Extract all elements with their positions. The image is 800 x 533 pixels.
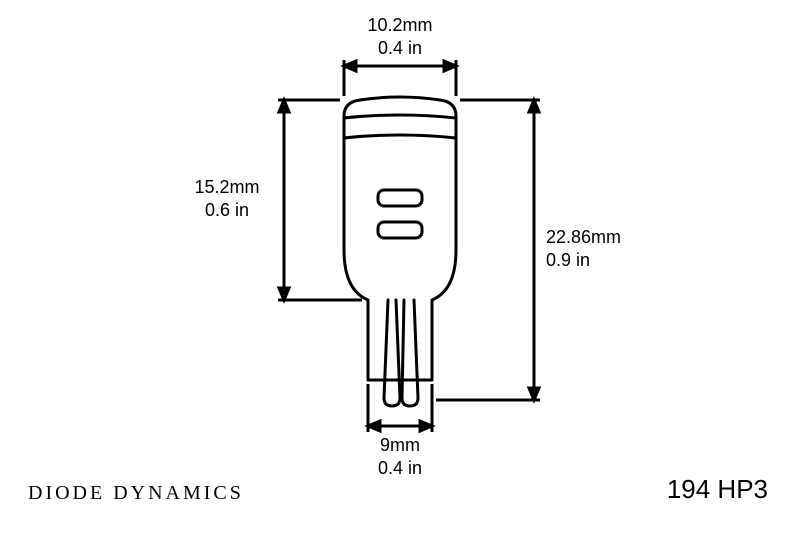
diagram-stage: 10.2mm 0.4 in 15.2mm 0.6 in 22.86mm 0.9 … [0, 0, 800, 533]
dim-total-height: 22.86mm 0.9 in [546, 226, 646, 271]
dim-total-height-mm: 22.86mm [546, 227, 621, 247]
dim-base-width-in: 0.4 in [378, 458, 422, 478]
model-text: 194 HP3 [667, 474, 768, 505]
dim-top-width-mm: 10.2mm [367, 15, 432, 35]
brand-text: DIODE DYNAMICS [28, 482, 244, 505]
dim-body-height: 15.2mm 0.6 in [182, 176, 272, 221]
dim-body-height-in: 0.6 in [205, 200, 249, 220]
dim-total-height-in: 0.9 in [546, 250, 590, 270]
dim-body-height-mm: 15.2mm [194, 177, 259, 197]
dim-top-width-in: 0.4 in [378, 38, 422, 58]
dim-base-width: 9mm 0.4 in [360, 434, 440, 479]
dim-base-width-mm: 9mm [380, 435, 420, 455]
dim-top-width: 10.2mm 0.4 in [346, 14, 454, 59]
